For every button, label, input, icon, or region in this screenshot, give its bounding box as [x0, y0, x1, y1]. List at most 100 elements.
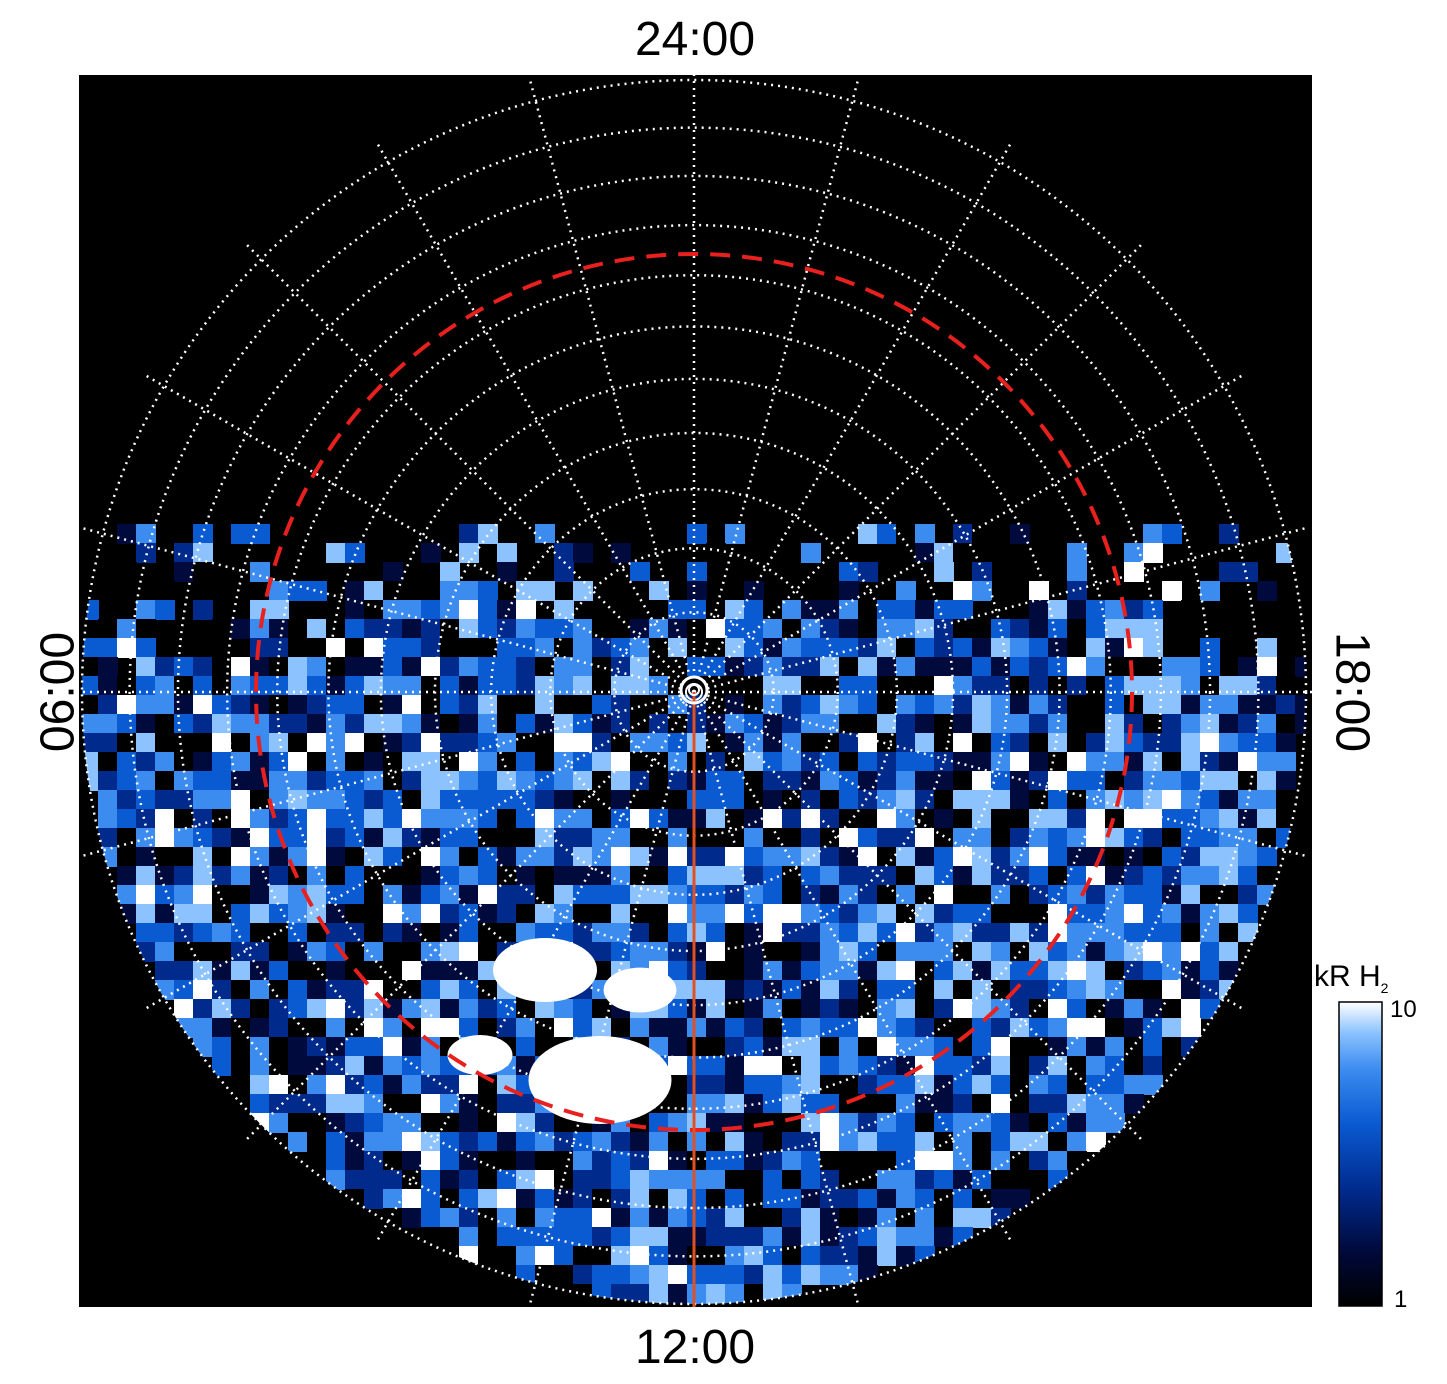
emission-pixel [877, 1018, 897, 1038]
emission-pixel [725, 1208, 745, 1228]
grid-meridian [693, 374, 1242, 694]
emission-pixel [915, 562, 935, 582]
emission-pixel [1219, 923, 1239, 943]
emission-pixel [1010, 1018, 1030, 1038]
emission-pixel [212, 771, 232, 791]
emission-pixel [554, 714, 574, 734]
emission-pixel [972, 524, 992, 544]
emission-pixel [1029, 1151, 1049, 1171]
emission-pixel [858, 1056, 878, 1076]
emission-pixel [1143, 752, 1163, 772]
emission-pixel [573, 733, 593, 753]
emission-pixel [611, 828, 631, 848]
emission-pixel [497, 752, 517, 772]
emission-pixel [706, 847, 726, 867]
emission-pixel [535, 581, 555, 601]
emission-pixel [915, 1018, 935, 1038]
emission-pixel [1029, 904, 1049, 924]
emission-pixel [1105, 904, 1125, 924]
emission-pixel [896, 1018, 916, 1038]
emission-pixel [687, 904, 707, 924]
emission-pixel [516, 771, 536, 791]
emission-pixel [345, 638, 365, 658]
emission-pixel [383, 581, 403, 601]
emission-pixel [364, 714, 384, 734]
emission-pixel [706, 1018, 726, 1038]
emission-pixel [763, 638, 783, 658]
emission-pixel [1257, 771, 1277, 791]
emission-pixel [1181, 904, 1201, 924]
emission-pixel [1086, 733, 1106, 753]
emission-pixel [649, 1208, 669, 1228]
emission-pixel [193, 733, 213, 753]
emission-pixel [383, 1075, 403, 1095]
emission-pixel [421, 1113, 441, 1133]
emission-pixel [1219, 714, 1239, 734]
emission-pixel [402, 1151, 422, 1171]
emission-pixel [1257, 828, 1277, 848]
emission-pixel [934, 809, 954, 829]
emission-pixel [1067, 942, 1087, 962]
emission-pixel [1048, 980, 1068, 1000]
emission-pixel [649, 1018, 669, 1038]
emission-pixel [250, 942, 270, 962]
emission-pixel [858, 885, 878, 905]
emission-pixel [915, 942, 935, 962]
emission-pixel [497, 923, 517, 943]
emission-pixel [953, 1094, 973, 1114]
emission-pixel [858, 1227, 878, 1247]
emission-pixel [953, 714, 973, 734]
emission-pixel [934, 999, 954, 1019]
emission-pixel [383, 638, 403, 658]
emission-pixel [326, 1018, 346, 1038]
emission-pixel [915, 828, 935, 848]
emission-pixel [440, 1075, 460, 1095]
emission-pixel [402, 1208, 422, 1228]
emission-pixel [421, 923, 441, 943]
emission-pixel [478, 1170, 498, 1190]
emission-pixel [630, 790, 650, 810]
emission-pixel [250, 600, 270, 620]
emission-pixel [782, 619, 802, 639]
emission-pixel [820, 904, 840, 924]
emission-pixel [725, 885, 745, 905]
emission-pixel [193, 657, 213, 677]
emission-pixel [1029, 1132, 1049, 1152]
emission-pixel [1124, 904, 1144, 924]
emission-pixel [839, 695, 859, 715]
emission-pixel [820, 1151, 840, 1171]
emission-pixel [858, 619, 878, 639]
emission-pixel [174, 961, 194, 981]
emission-pixel [1276, 771, 1296, 791]
emission-pixel [288, 809, 308, 829]
emission-pixel [934, 1037, 954, 1057]
grid-meridian [693, 527, 1305, 694]
emission-pixel [1238, 809, 1258, 829]
emission-pixel [307, 619, 327, 639]
grid-meridian [246, 691, 695, 1140]
emission-pixel [1162, 999, 1182, 1019]
emission-pixel [212, 676, 232, 696]
emission-pixel [687, 1037, 707, 1057]
emission-pixel [421, 676, 441, 696]
emission-pixel [573, 904, 593, 924]
emission-pixel [573, 1170, 593, 1190]
emission-pixel [725, 1056, 745, 1076]
emission-pixel [1219, 904, 1239, 924]
emission-pixel [231, 771, 251, 791]
emission-pixel [345, 581, 365, 601]
emission-pixel [1048, 847, 1068, 867]
emission-pixel [554, 1265, 574, 1285]
emission-pixel [231, 1075, 251, 1095]
emission-pixel [459, 828, 479, 848]
emission-pixel [782, 809, 802, 829]
emission-pixel [896, 638, 916, 658]
emission-pixel [288, 695, 308, 715]
emission-pixel [82, 733, 99, 753]
emission-pixel [1181, 923, 1201, 943]
emission-pixel [1105, 1056, 1125, 1076]
emission-pixel [1010, 1037, 1030, 1057]
emission-pixel [307, 866, 327, 886]
emission-pixel [1105, 619, 1125, 639]
colorbar-min-label: 1 [1394, 1286, 1408, 1313]
